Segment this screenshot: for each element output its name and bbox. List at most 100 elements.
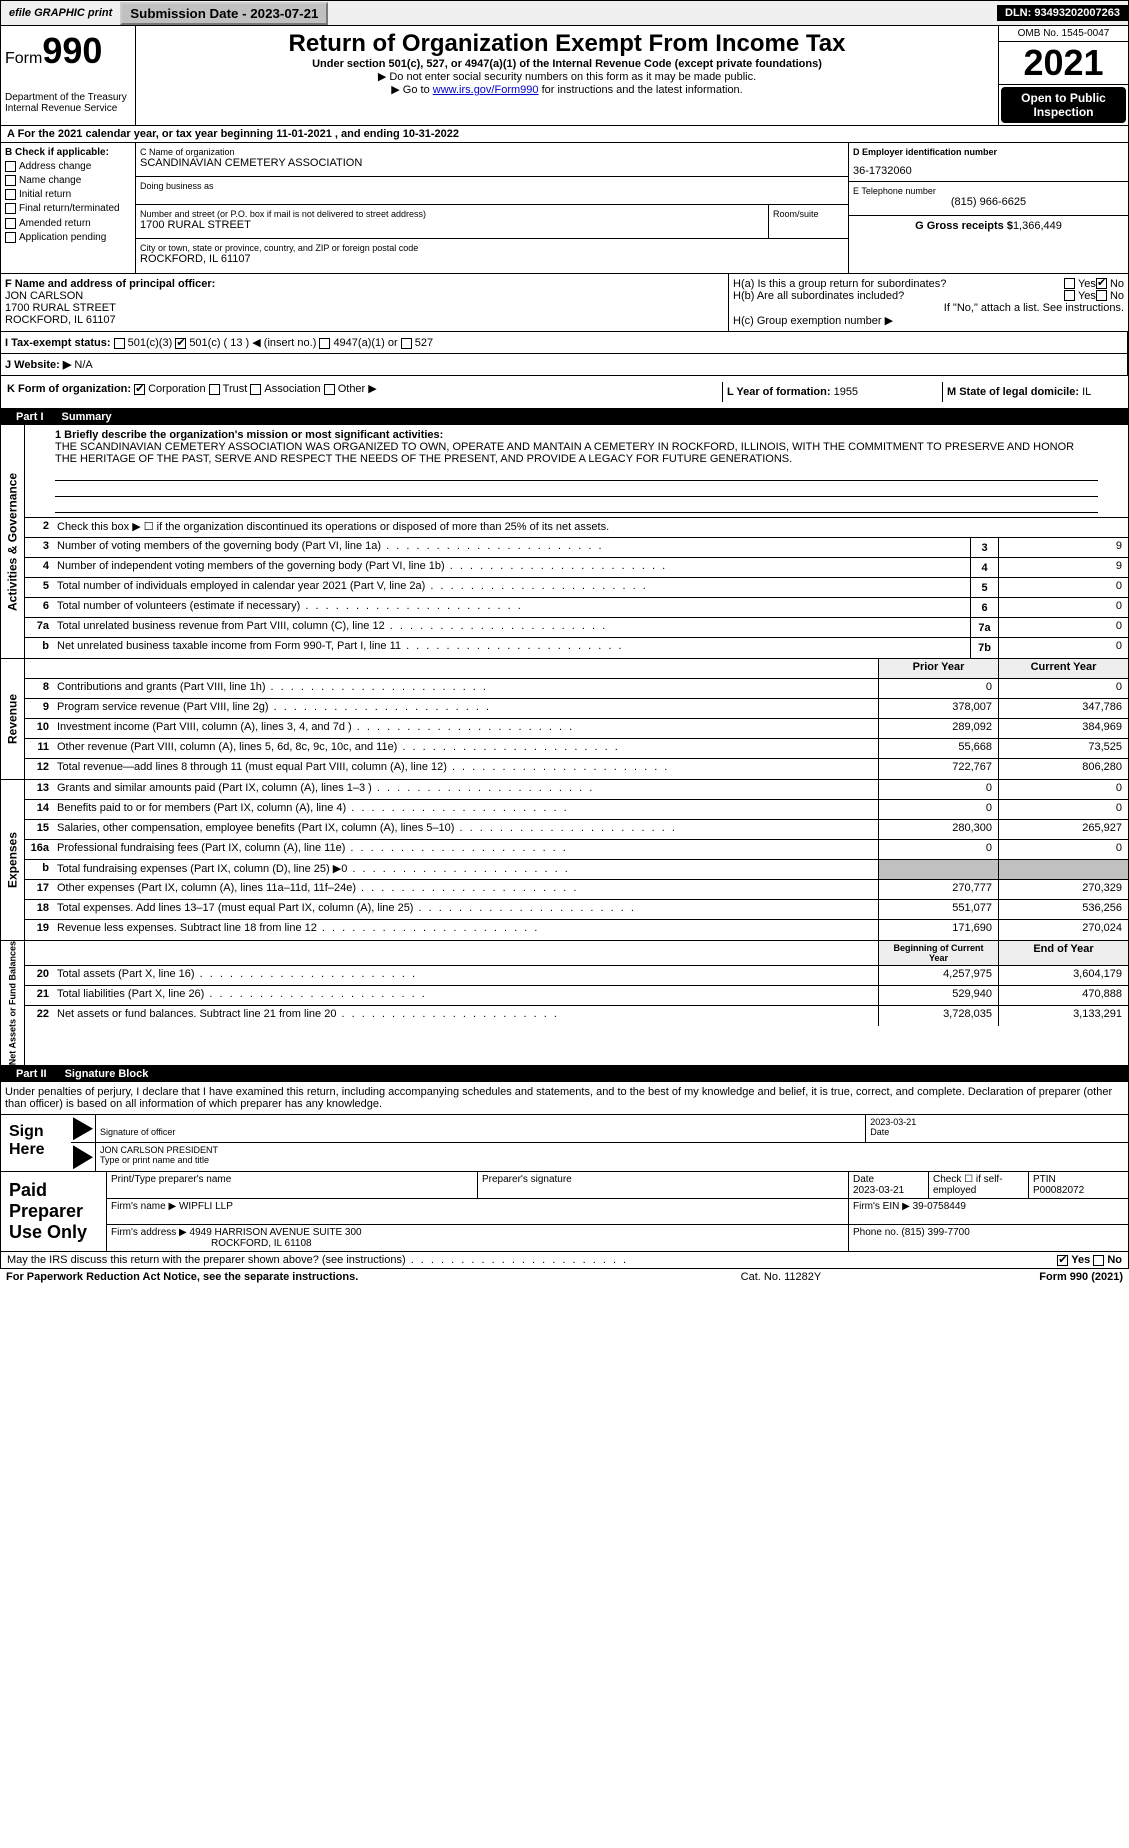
bal-row: 20Total assets (Part X, line 16)4,257,97…	[25, 966, 1128, 986]
officer-label: F Name and address of principal officer:	[5, 278, 215, 290]
begin-value: 529,940	[878, 986, 998, 1005]
rev-row: 10Investment income (Part VIII, column (…	[25, 719, 1128, 739]
rev-row: 12Total revenue—add lines 8 through 11 (…	[25, 759, 1128, 779]
begin-year-hdr: Beginning of Current Year	[878, 941, 998, 965]
current-value: 384,969	[998, 719, 1128, 738]
row-text: Professional fundraising fees (Part IX, …	[53, 840, 878, 859]
lbl-yes: Yes	[1078, 278, 1096, 290]
gov-row: 5Total number of individuals employed in…	[25, 578, 1128, 598]
part1-header: Part I Summary	[0, 409, 1129, 425]
form-subtitle: Under section 501(c), 527, or 4947(a)(1)…	[140, 58, 994, 70]
rev-row: 8Contributions and grants (Part VIII, li…	[25, 679, 1128, 699]
prior-value: 171,690	[878, 920, 998, 940]
end-value: 3,604,179	[998, 966, 1128, 985]
block-fh: F Name and address of principal officer:…	[0, 274, 1129, 332]
cb-amended[interactable]	[5, 218, 16, 229]
cb-527[interactable]	[401, 338, 412, 349]
submission-date-button[interactable]: Submission Date - 2023-07-21	[120, 2, 328, 25]
col-f-officer: F Name and address of principal officer:…	[1, 274, 728, 331]
cb-other[interactable]	[324, 384, 335, 395]
col-b-head: B Check if applicable:	[5, 147, 131, 158]
prior-value: 270,777	[878, 880, 998, 899]
row-text: Investment income (Part VIII, column (A)…	[53, 719, 878, 738]
cb-ha-no[interactable]	[1096, 278, 1107, 289]
block-bcd: B Check if applicable: Address change Na…	[0, 143, 1129, 274]
current-value: 270,329	[998, 880, 1128, 899]
form-header: Form990 Department of the Treasury Inter…	[0, 26, 1129, 126]
cb-discuss-yes[interactable]	[1057, 1255, 1068, 1266]
ein-value: 36-1732060	[853, 165, 1124, 177]
firm-phone: (815) 399-7700	[901, 1227, 969, 1238]
l-value: 1955	[834, 386, 858, 398]
row-text: Total revenue—add lines 8 through 11 (mu…	[53, 759, 878, 779]
form-label: Form	[5, 50, 42, 67]
row-text: Net assets or fund balances. Subtract li…	[53, 1006, 878, 1026]
gov-section: Activities & Governance 1 Briefly descri…	[0, 425, 1129, 659]
form-footer: Form 990 (2021)	[1039, 1271, 1123, 1283]
cb-assoc[interactable]	[250, 384, 261, 395]
cb-hb-no[interactable]	[1096, 290, 1107, 301]
cb-discuss-no[interactable]	[1093, 1255, 1104, 1266]
side-bal: Net Assets or Fund Balances	[1, 941, 25, 1065]
tax-year: 2021	[999, 42, 1128, 85]
cb-trust[interactable]	[209, 384, 220, 395]
cb-pending[interactable]	[5, 232, 16, 243]
irs-link[interactable]: www.irs.gov/Form990	[433, 84, 539, 96]
cb-501c3[interactable]	[114, 338, 125, 349]
org-name-label: C Name of organization	[140, 147, 844, 157]
row-text: Total expenses. Add lines 13–17 (must eq…	[53, 900, 878, 919]
row-box: 7b	[970, 638, 998, 658]
tel-value: (815) 966-6625	[853, 196, 1124, 208]
cat-no: Cat. No. 11282Y	[523, 1271, 1040, 1283]
exp-row: 18Total expenses. Add lines 13–17 (must …	[25, 900, 1128, 920]
current-value: 806,280	[998, 759, 1128, 779]
lbl-address-change: Address change	[19, 161, 91, 172]
firm-addr1: 4949 HARRISON AVENUE SUITE 300	[190, 1227, 362, 1238]
exp-row: 15Salaries, other compensation, employee…	[25, 820, 1128, 840]
j-value: N/A	[74, 359, 92, 371]
cb-name-change[interactable]	[5, 175, 16, 186]
cb-initial-return[interactable]	[5, 189, 16, 200]
row-text: Grants and similar amounts paid (Part IX…	[53, 780, 878, 799]
firm-name: WIPFLI LLP	[179, 1201, 233, 1212]
lbl-no: No	[1110, 278, 1124, 290]
cb-4947[interactable]	[319, 338, 330, 349]
cb-address-change[interactable]	[5, 161, 16, 172]
dba-label: Doing business as	[140, 181, 844, 191]
prior-value: 722,767	[878, 759, 998, 779]
arrow-icon	[73, 1117, 93, 1140]
block-ij: I Tax-exempt status: 501(c)(3) 501(c) ( …	[0, 332, 1129, 354]
omb-label: OMB No. 1545-0047	[999, 26, 1128, 42]
row-value: 9	[998, 538, 1128, 557]
cb-501c[interactable]	[175, 338, 186, 349]
line2-text: Check this box ▶ ☐ if the organization d…	[53, 518, 1128, 537]
firm-ein: 39-0758449	[913, 1201, 966, 1212]
rev-section: Revenue Prior YearCurrent Year 8Contribu…	[0, 659, 1129, 780]
lbl-yes2: Yes	[1078, 290, 1096, 302]
row-text: Salaries, other compensation, employee b…	[53, 820, 878, 839]
col-h-group: H(a) Is this a group return for subordin…	[728, 274, 1128, 331]
row-value: 0	[998, 578, 1128, 597]
end-value: 470,888	[998, 986, 1128, 1005]
header-mid: Return of Organization Exempt From Incom…	[136, 26, 998, 125]
city-value: ROCKFORD, IL 61107	[140, 253, 844, 265]
part1-title: Summary	[62, 411, 112, 423]
lbl-501c3: 501(c)(3)	[128, 337, 173, 349]
cb-corp[interactable]	[134, 384, 145, 395]
org-name: SCANDINAVIAN CEMETERY ASSOCIATION	[140, 157, 844, 169]
cb-final-return[interactable]	[5, 203, 16, 214]
mission-text: THE SCANDINAVIAN CEMETERY ASSOCIATION WA…	[55, 441, 1098, 465]
row-text: Total number of individuals employed in …	[53, 578, 970, 597]
block-j: J Website: ▶ N/A	[0, 354, 1129, 376]
m-label: M State of legal domicile:	[947, 386, 1079, 398]
row-value: 0	[998, 638, 1128, 658]
officer-addr1: 1700 RURAL STREET	[5, 302, 724, 314]
current-value: 0	[998, 800, 1128, 819]
i-label: I Tax-exempt status:	[5, 337, 111, 349]
cb-hb-yes[interactable]	[1064, 290, 1075, 301]
sign-here-label: Sign Here	[1, 1115, 71, 1171]
cb-ha-yes[interactable]	[1064, 278, 1075, 289]
row-text: Number of independent voting members of …	[53, 558, 970, 577]
row-text: Total unrelated business revenue from Pa…	[53, 618, 970, 637]
exp-row: 17Other expenses (Part IX, column (A), l…	[25, 880, 1128, 900]
